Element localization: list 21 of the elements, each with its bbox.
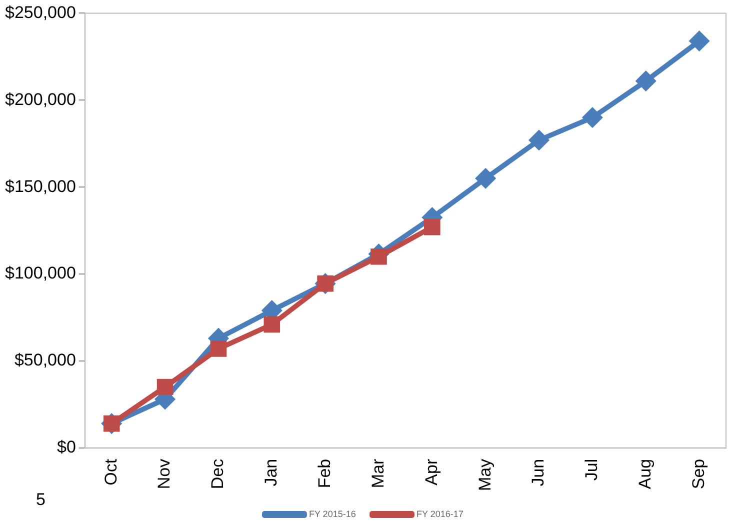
- x-tick-label: Oct: [101, 458, 120, 486]
- x-tick-label: Jul: [582, 458, 602, 481]
- y-tick-label: $150,000: [5, 176, 76, 196]
- x-tick-label: Dec: [208, 458, 228, 490]
- x-tick-label: Jan: [262, 458, 281, 486]
- legend-label: FY 2016-17: [416, 508, 464, 519]
- legend-label: FY 2015-16: [308, 508, 356, 519]
- y-tick-label: $100,000: [5, 264, 76, 283]
- x-tick-label: May: [475, 458, 494, 492]
- x-tick-label: Aug: [636, 458, 655, 490]
- y-tick-label: $50,000: [14, 350, 76, 370]
- x-tick-label: Apr: [422, 458, 441, 486]
- y-tick-label: $0: [56, 438, 76, 457]
- x-tick-label: Sep: [688, 458, 708, 490]
- x-tick-label: Jun: [528, 458, 548, 486]
- text: 5: [36, 490, 46, 510]
- x-tick-label: Feb: [315, 458, 334, 488]
- y-tick-label: $250,000: [5, 2, 76, 22]
- x-tick-label: Mar: [368, 458, 388, 488]
- y-tick-label: $200,000: [5, 90, 76, 109]
- x-tick-label: Nov: [154, 458, 174, 490]
